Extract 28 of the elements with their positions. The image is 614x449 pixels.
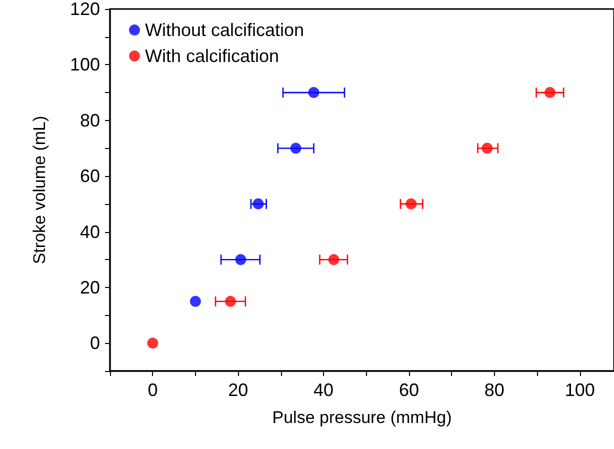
y-tick-label: 0 (90, 333, 100, 354)
x-tick-label: 0 (148, 380, 158, 400)
x-tick-label: 80 (484, 380, 504, 400)
y-tick-label: 100 (70, 54, 100, 75)
y-tick-label: 60 (80, 166, 100, 186)
x-tick-label: 40 (314, 380, 334, 400)
y-tick-label: 120 (70, 0, 100, 19)
point (482, 142, 493, 154)
y-axis-title: Stroke volume (mL) (30, 116, 49, 264)
x-axis-title: Pulse pressure (mmHg) (272, 408, 452, 427)
x-tick-label: 100 (564, 380, 595, 400)
point (328, 254, 340, 266)
y-tick-label: 40 (80, 222, 100, 242)
point (235, 254, 246, 266)
legend-label: With calcification (145, 46, 280, 66)
point (544, 87, 556, 98)
legend-label: Without calcification (145, 20, 304, 40)
y-tick-label: 20 (80, 277, 100, 298)
point (190, 296, 201, 307)
point (290, 142, 302, 154)
point (308, 87, 320, 98)
y-tick-label: 80 (80, 110, 100, 130)
point (252, 198, 264, 210)
x-tick-label: 60 (398, 380, 419, 400)
x-tick-label: 20 (228, 380, 248, 400)
point (224, 296, 236, 307)
point (406, 198, 417, 210)
point (147, 338, 158, 349)
